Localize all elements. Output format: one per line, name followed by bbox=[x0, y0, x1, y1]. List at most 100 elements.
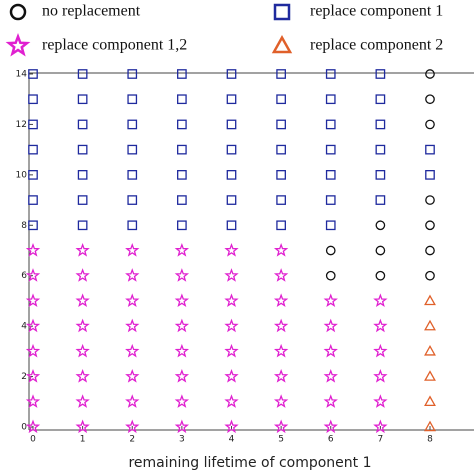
point bbox=[425, 245, 435, 256]
point bbox=[375, 195, 386, 205]
point bbox=[125, 268, 140, 282]
point bbox=[177, 94, 187, 105]
point bbox=[174, 318, 190, 333]
point bbox=[425, 170, 435, 180]
point bbox=[77, 220, 88, 231]
legend-marker bbox=[271, 35, 293, 54]
point bbox=[325, 69, 336, 79]
point bbox=[425, 119, 435, 130]
point bbox=[323, 318, 338, 333]
point bbox=[373, 419, 388, 434]
point bbox=[325, 220, 336, 231]
point bbox=[28, 144, 38, 155]
point bbox=[177, 144, 187, 155]
point bbox=[273, 343, 289, 358]
point bbox=[127, 144, 138, 155]
point bbox=[375, 270, 386, 281]
point bbox=[174, 369, 190, 383]
point bbox=[373, 343, 388, 358]
x-tick-label: 1 bbox=[80, 435, 86, 445]
point bbox=[177, 195, 187, 205]
point bbox=[226, 69, 237, 79]
point bbox=[177, 220, 187, 231]
point bbox=[276, 69, 286, 79]
point bbox=[75, 268, 90, 282]
point bbox=[125, 419, 140, 434]
point bbox=[276, 170, 286, 180]
x-tick-label: 2 bbox=[129, 435, 135, 445]
point bbox=[174, 268, 190, 282]
y-tick-label: 12 bbox=[16, 120, 27, 130]
point bbox=[375, 94, 386, 105]
y-tick-label: 6 bbox=[21, 271, 27, 281]
point bbox=[77, 195, 88, 205]
point bbox=[25, 242, 41, 257]
point bbox=[127, 195, 138, 205]
point bbox=[276, 94, 286, 105]
point bbox=[424, 370, 436, 381]
point bbox=[77, 144, 88, 155]
point bbox=[373, 394, 388, 408]
point bbox=[425, 220, 435, 231]
y-tick-label: 0 bbox=[21, 423, 27, 433]
point bbox=[323, 369, 338, 383]
point bbox=[127, 119, 138, 130]
y-tick-label: 2 bbox=[21, 372, 27, 382]
point bbox=[25, 369, 41, 383]
point bbox=[425, 69, 435, 79]
legend-marker bbox=[5, 32, 31, 57]
x-tick-label: 6 bbox=[328, 435, 334, 445]
point bbox=[224, 394, 239, 408]
point bbox=[75, 394, 90, 408]
point bbox=[325, 170, 336, 180]
point bbox=[224, 268, 239, 282]
point bbox=[25, 343, 41, 358]
point bbox=[425, 144, 435, 155]
y-tick-label: 4 bbox=[21, 322, 27, 332]
point bbox=[273, 394, 289, 408]
x-tick-label: 7 bbox=[378, 435, 384, 445]
point bbox=[226, 220, 237, 231]
point bbox=[28, 94, 38, 105]
point bbox=[325, 119, 336, 130]
legend-label: replace component 1 bbox=[310, 3, 443, 20]
point bbox=[75, 293, 90, 308]
point bbox=[77, 69, 88, 79]
point bbox=[273, 293, 289, 308]
point bbox=[273, 242, 289, 257]
x-tick-label: 8 bbox=[427, 435, 433, 445]
point bbox=[375, 245, 386, 256]
point bbox=[28, 170, 38, 180]
point bbox=[224, 419, 239, 434]
point bbox=[323, 394, 338, 408]
point bbox=[325, 270, 336, 281]
point bbox=[127, 170, 138, 180]
x-tick-label: 4 bbox=[229, 435, 235, 445]
x-axis-label: remaining lifetime of component 1 bbox=[128, 455, 371, 471]
point bbox=[325, 245, 336, 256]
point bbox=[323, 343, 338, 358]
point bbox=[226, 119, 237, 130]
point bbox=[174, 293, 190, 308]
point bbox=[224, 318, 239, 333]
point bbox=[226, 94, 237, 105]
point bbox=[276, 119, 286, 130]
point bbox=[125, 369, 140, 383]
point bbox=[425, 94, 435, 105]
point bbox=[28, 220, 38, 231]
point bbox=[323, 419, 338, 434]
point bbox=[424, 395, 436, 407]
point bbox=[174, 394, 190, 408]
point bbox=[226, 195, 237, 205]
point bbox=[424, 319, 436, 331]
point bbox=[28, 69, 38, 79]
point bbox=[75, 318, 90, 333]
point bbox=[226, 144, 237, 155]
point bbox=[125, 242, 140, 257]
point bbox=[226, 170, 237, 180]
point bbox=[127, 220, 138, 231]
y-tick-label: 14 bbox=[16, 70, 28, 80]
point bbox=[375, 144, 386, 155]
point bbox=[325, 144, 336, 155]
